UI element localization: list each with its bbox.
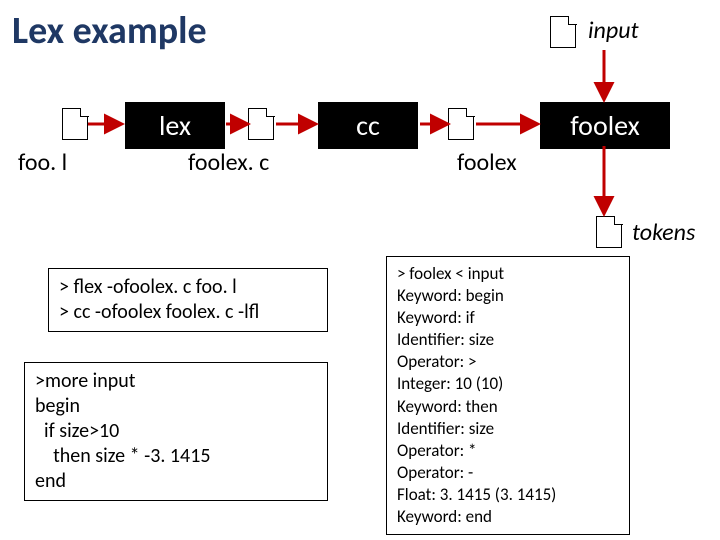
page-title: Lex example (12, 8, 207, 54)
doc-icon-foolex (448, 108, 474, 140)
process-foolex: foolex (540, 102, 670, 149)
input-file-box: >more input begin if size>10 then size *… (24, 362, 328, 501)
label-foolex-c: foolex. c (188, 148, 269, 177)
output-tokens-box: > foolex < input Keyword: begin Keyword:… (386, 256, 630, 535)
doc-icon-foolexc (248, 108, 274, 140)
doc-icon-foo (62, 108, 88, 140)
doc-icon-tokens (596, 216, 622, 248)
label-foolex: foolex (457, 148, 517, 177)
process-cc: cc (318, 102, 418, 149)
label-tokens: tokens (632, 218, 695, 247)
doc-icon-input (550, 16, 576, 48)
label-input: input (588, 16, 639, 45)
process-lex: lex (125, 102, 225, 149)
label-foo-l: foo. l (18, 148, 67, 177)
commands-box: > flex -ofoolex. c foo. l > cc -ofoolex … (48, 268, 328, 332)
